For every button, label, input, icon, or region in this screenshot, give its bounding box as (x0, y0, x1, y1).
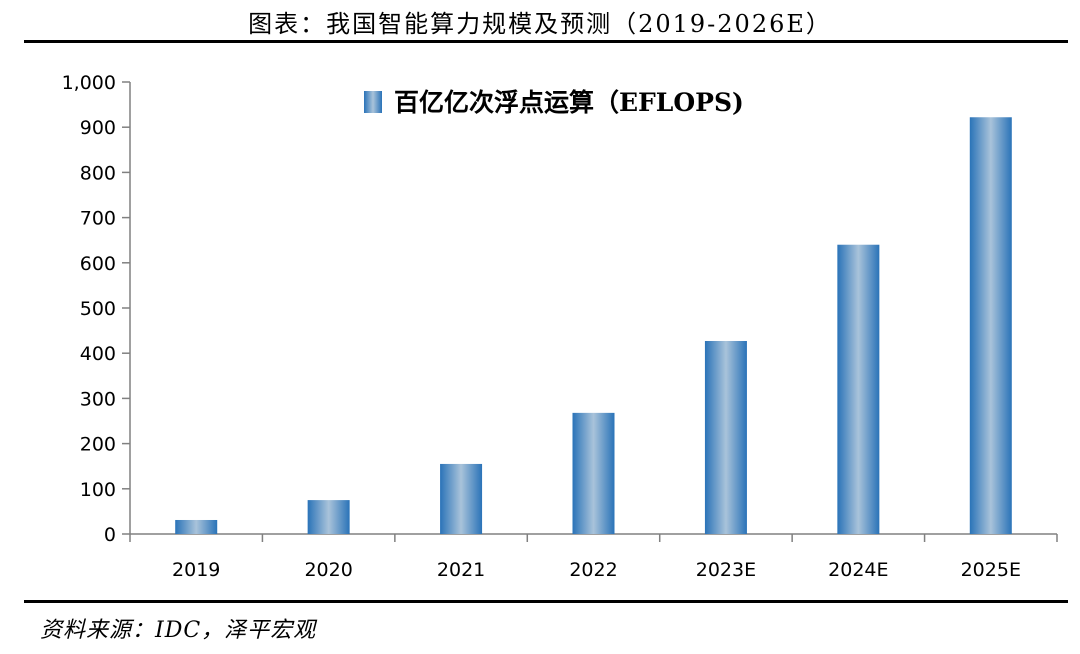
x-tick-label: 2020 (304, 559, 352, 581)
x-tick-label: 2025E (961, 559, 1021, 581)
page-title: 图表：我国智能算力规模及预测（2019-2026E） (248, 10, 832, 38)
bar (440, 463, 483, 534)
x-tick-label: 2021 (437, 559, 485, 581)
y-tick-label: 300 (80, 388, 116, 410)
legend-label: 百亿亿次浮点运算（EFLOPS) (394, 88, 744, 117)
bar (837, 244, 880, 534)
y-tick-label: 0 (104, 524, 116, 546)
y-tick-label: 500 (80, 298, 116, 320)
y-tick-label: 900 (80, 117, 116, 139)
bar (969, 117, 1012, 535)
bar (175, 519, 218, 534)
x-tick-label: 2022 (569, 559, 617, 581)
top-rule (24, 40, 1068, 43)
y-tick-label: 100 (80, 479, 116, 501)
y-tick-label: 400 (80, 343, 116, 365)
y-tick-label: 200 (80, 434, 116, 456)
y-tick-label: 700 (80, 208, 116, 230)
y-tick-label: 1,000 (62, 72, 116, 94)
legend-swatch (364, 91, 382, 113)
bar (572, 412, 615, 534)
chart-bars (175, 117, 1012, 535)
y-tick-label: 600 (80, 253, 116, 275)
y-tick-label: 800 (80, 162, 116, 184)
bottom-rule (24, 600, 1068, 603)
bar (704, 340, 747, 534)
source-note: 资料来源：IDC，泽平宏观 (40, 618, 317, 643)
chart-legend: 百亿亿次浮点运算（EFLOPS) (364, 88, 744, 117)
x-tick-label: 2019 (172, 559, 220, 581)
bar (307, 500, 350, 534)
x-tick-label: 2023E (696, 559, 756, 581)
chart-labels: 0 100 200 300 400 500 600 700 800 900 1,000 2019 202… (62, 72, 1021, 581)
x-tick-label: 2024E (828, 559, 888, 581)
